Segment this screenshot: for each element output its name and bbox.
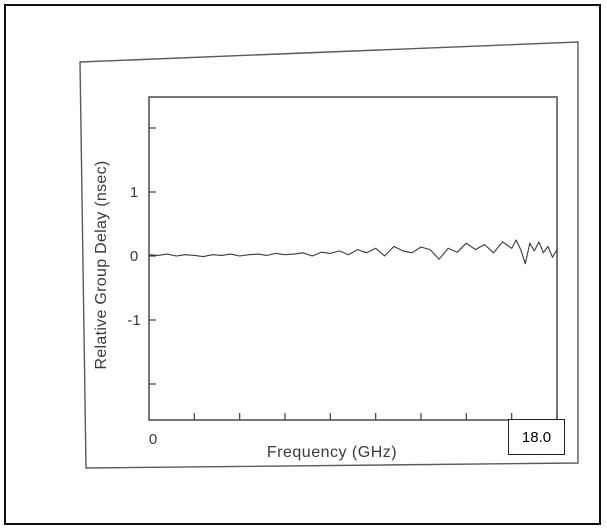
series-line bbox=[148, 239, 558, 265]
x-axis-label: Frequency (GHz) bbox=[267, 444, 397, 461]
figure-border bbox=[79, 41, 579, 469]
x-end-label: 18.0 bbox=[508, 419, 565, 455]
outer-frame bbox=[4, 4, 601, 525]
x-axis-ticks bbox=[193, 413, 558, 420]
y-axis-ticks bbox=[149, 127, 156, 385]
y-axis-tick-labels: 1 0 -1 bbox=[127, 184, 140, 329]
y-axis-label: Relative Group Delay (nsec) bbox=[93, 160, 110, 369]
y-tick-label: 0 bbox=[130, 248, 138, 265]
y-tick-label: -1 bbox=[127, 312, 140, 329]
x-tick-label-0: 0 bbox=[149, 431, 157, 448]
plot-frame bbox=[148, 96, 558, 421]
y-tick-label: 1 bbox=[130, 184, 138, 201]
